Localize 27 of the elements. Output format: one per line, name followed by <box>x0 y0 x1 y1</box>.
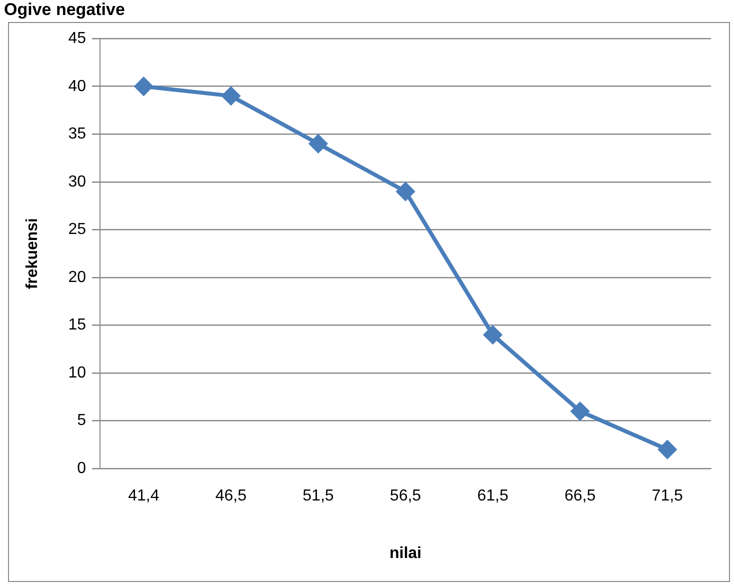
x-tick-label: 66,5 <box>564 488 596 505</box>
point <box>222 86 240 105</box>
point <box>396 182 414 200</box>
y-tick-label: 35 <box>68 126 86 143</box>
y-axis-title: frekuensi <box>24 218 42 290</box>
y-tick-label: 10 <box>68 364 86 382</box>
y-tick-label: 30 <box>68 173 86 190</box>
point <box>309 134 328 153</box>
y-tick-label: 40 <box>68 78 86 95</box>
x-axis-title: nilai <box>389 544 422 562</box>
x-tick-label: 41,4 <box>128 488 160 505</box>
x-tick-label: 61,5 <box>477 488 508 505</box>
y-tick-label: 15 <box>68 316 86 334</box>
y-tick-label: 0 <box>77 460 86 478</box>
y-tick-label: 25 <box>68 221 86 238</box>
x-tick-label: 56,5 <box>390 488 422 505</box>
point <box>484 326 502 344</box>
x-tick-label: 46,5 <box>215 488 247 505</box>
point <box>134 77 153 96</box>
y-tick-label: 20 <box>68 268 86 286</box>
y-tick-label: 45 <box>68 30 86 48</box>
chart-title: Ogive negative <box>4 0 125 20</box>
x-tick-label: 71,5 <box>652 488 684 505</box>
point <box>658 440 676 458</box>
x-tick-label: 51,5 <box>302 488 334 505</box>
y-tick-label: 5 <box>77 412 86 430</box>
point <box>571 402 590 420</box>
